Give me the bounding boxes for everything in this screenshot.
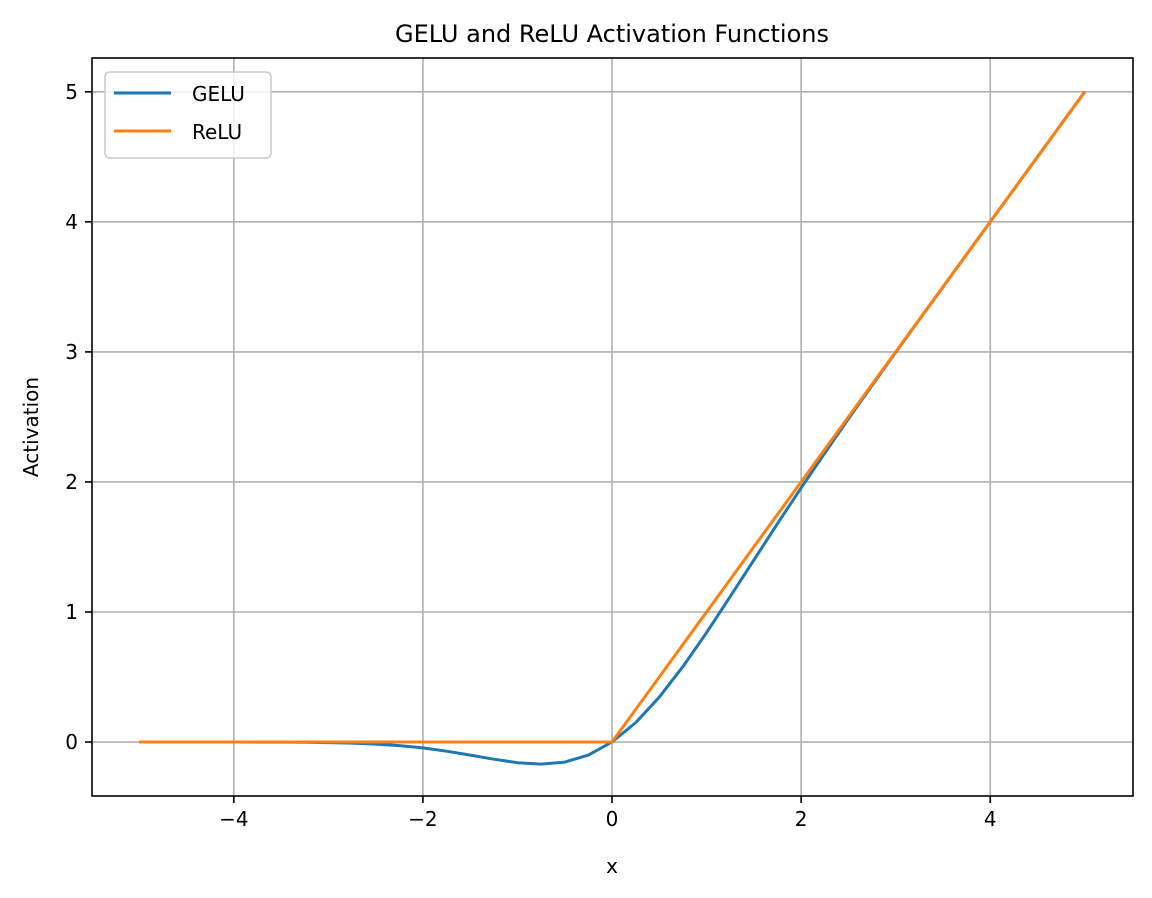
y-tick-label: 3 [65, 340, 78, 364]
ticks: −4 −2 0 2 4 0 1 2 3 4 5 [65, 80, 996, 831]
y-tick-label: 5 [65, 80, 78, 104]
x-tick-label: −4 [219, 807, 248, 831]
legend-label-relu: ReLU [192, 120, 242, 144]
grid [92, 58, 1133, 796]
y-tick-label: 2 [65, 470, 78, 494]
legend-label-gelu: GELU [192, 82, 245, 106]
chart-title: GELU and ReLU Activation Functions [395, 20, 829, 48]
y-tick-label: 1 [65, 600, 78, 624]
x-tick-label: 4 [984, 807, 997, 831]
series-line-relu [139, 90, 1087, 744]
x-tick-label: 2 [795, 807, 808, 831]
y-tick-label: 4 [65, 210, 78, 234]
y-axis-label: Activation [19, 377, 43, 477]
series-lines [139, 90, 1087, 766]
x-tick-label: 0 [606, 807, 619, 831]
legend: GELU ReLU [104, 71, 272, 159]
x-axis-label: x [606, 854, 618, 878]
legend-box [104, 71, 272, 159]
y-tick-label: 0 [65, 730, 78, 754]
x-tick-label: −2 [408, 807, 437, 831]
